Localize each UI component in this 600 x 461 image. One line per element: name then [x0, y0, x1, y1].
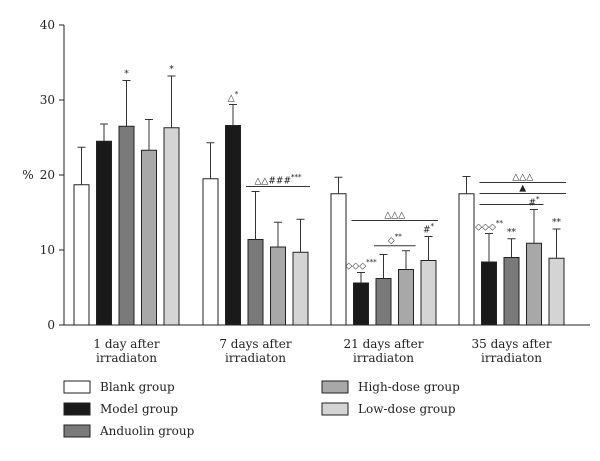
y-tick-label: 40: [40, 18, 55, 32]
bar: [458, 193, 475, 326]
bracket-label: ▲: [519, 184, 526, 194]
bracket-label: △△###***: [255, 174, 302, 187]
bar: [398, 269, 414, 326]
y-axis-label: %: [22, 168, 33, 182]
significance-mark: #*: [528, 196, 540, 209]
category-label: irradiaton: [353, 351, 414, 365]
bar: [202, 178, 219, 326]
bar: [353, 282, 369, 326]
y-tick-label: 20: [40, 168, 55, 182]
bar: [141, 149, 157, 326]
bar: [163, 127, 180, 326]
category-label: irradiaton: [96, 351, 157, 365]
y-tick-label: 30: [40, 93, 55, 107]
bracket-label: ◇**: [388, 233, 402, 246]
significance-mark: *: [124, 70, 129, 80]
bar: [548, 257, 565, 326]
bar: [247, 239, 264, 326]
y-tick-label: 10: [40, 243, 55, 257]
category-label: irradiaton: [225, 351, 286, 365]
y-tick-label: 0: [47, 318, 55, 332]
legend-swatch: [321, 380, 349, 394]
significance-mark: *: [169, 65, 174, 75]
legend-swatch: [63, 402, 91, 416]
legend-label: Low-dose group: [358, 402, 456, 416]
significance-mark: △*: [228, 91, 239, 104]
bar: [375, 278, 392, 326]
bar: [96, 140, 112, 326]
legend-label: Blank group: [100, 380, 175, 394]
bar: [526, 242, 542, 326]
category-label: irradiaton: [481, 351, 542, 365]
legend-label: Model group: [100, 402, 178, 416]
legend-swatch: [63, 424, 91, 438]
annotations: * *△*◇◇◇***#* ◇◇◇****#***△△###***◇**△△△▲△△…: [124, 65, 566, 272]
category-label: 1 day after: [93, 337, 159, 351]
bar: [420, 260, 437, 326]
bar: [330, 193, 347, 326]
significance-mark: #*: [423, 223, 435, 236]
significance-mark: **: [552, 218, 562, 228]
bar: [73, 184, 90, 326]
significance-mark: **: [507, 228, 517, 238]
bars: [73, 75, 565, 326]
bar: [270, 246, 286, 326]
legend-swatch: [321, 402, 349, 416]
bar: [292, 251, 309, 326]
legend: Blank group Model group Anduolin group High…: [63, 380, 460, 438]
bar: [118, 125, 135, 326]
legend-label: Anduolin group: [99, 424, 195, 438]
bar: [225, 125, 241, 326]
category-label: 21 days after: [344, 337, 424, 351]
legend-swatch: [63, 380, 91, 394]
legend-label: High-dose group: [358, 380, 460, 394]
category-label: 35 days after: [472, 337, 552, 351]
bar: [503, 257, 520, 326]
significance-mark: ◇◇◇***: [345, 259, 377, 272]
category-label: 7 days after: [219, 337, 292, 351]
significance-mark: ◇◇◇**: [475, 220, 503, 233]
bracket-label: △△△: [384, 211, 405, 221]
bar: [481, 261, 497, 326]
bracket-label: △△△: [512, 173, 533, 183]
